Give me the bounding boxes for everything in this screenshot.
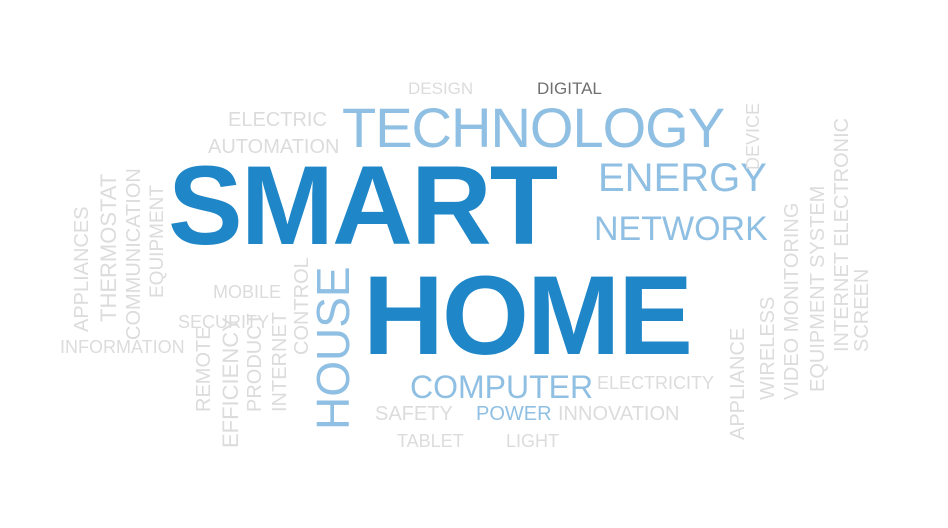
- word-thermostat: THERMOSTAT: [96, 173, 121, 322]
- word-light: LIGHT: [506, 431, 560, 451]
- word-digital: DIGITAL: [537, 79, 602, 98]
- word-network: NETWORK: [594, 210, 768, 248]
- word-internet-electronic: INTERNET ELECTRONIC: [831, 117, 853, 352]
- word-appliance: APPLIANCE: [727, 327, 749, 440]
- word-energy: ENERGY: [598, 156, 767, 200]
- word-wireless: WIRELESS: [757, 296, 779, 400]
- word-device: DEVICE: [743, 102, 763, 170]
- word-smart: SMART: [168, 143, 558, 268]
- word-equipment-system: EQUIPMENT SYSTEM: [807, 185, 829, 392]
- word-efficiency: EFFICIENCY: [218, 317, 243, 448]
- word-tablet: TABLET: [397, 431, 464, 451]
- word-remote: REMOTE: [193, 326, 215, 412]
- word-control: CONTROL: [291, 257, 313, 355]
- word-power: POWER: [476, 403, 552, 425]
- word-house: HOUSE: [307, 266, 359, 430]
- word-computer: COMPUTER: [410, 369, 594, 405]
- word-product: PRODUCT: [244, 313, 266, 412]
- word-information: INFORMATION: [60, 337, 185, 357]
- word-communication: COMMUNICATION: [123, 168, 145, 340]
- word-equipment: EQUIPMENT: [147, 185, 168, 298]
- word-innovation: INNOVATION: [558, 403, 680, 425]
- word-internet: INTERNET: [269, 312, 291, 412]
- word-automation: AUTOMATION: [208, 136, 340, 158]
- word-design: DESIGN: [408, 79, 474, 98]
- word-security: SECURITY: [178, 312, 270, 332]
- word-safety: SAFETY: [375, 403, 453, 425]
- word-screen: SCREEN: [851, 268, 873, 352]
- word-appliances: APPLIANCES: [71, 206, 93, 332]
- word-technology: TECHNOLOGY: [342, 96, 725, 159]
- word-electric: ELECTRIC: [228, 109, 327, 131]
- word-mobile: MOBILE: [213, 282, 282, 302]
- word-home: HOME: [363, 253, 693, 378]
- word-electricity: ELECTRICITY: [597, 373, 715, 393]
- word-video-monitoring: VIDEO MONITORING: [781, 202, 803, 400]
